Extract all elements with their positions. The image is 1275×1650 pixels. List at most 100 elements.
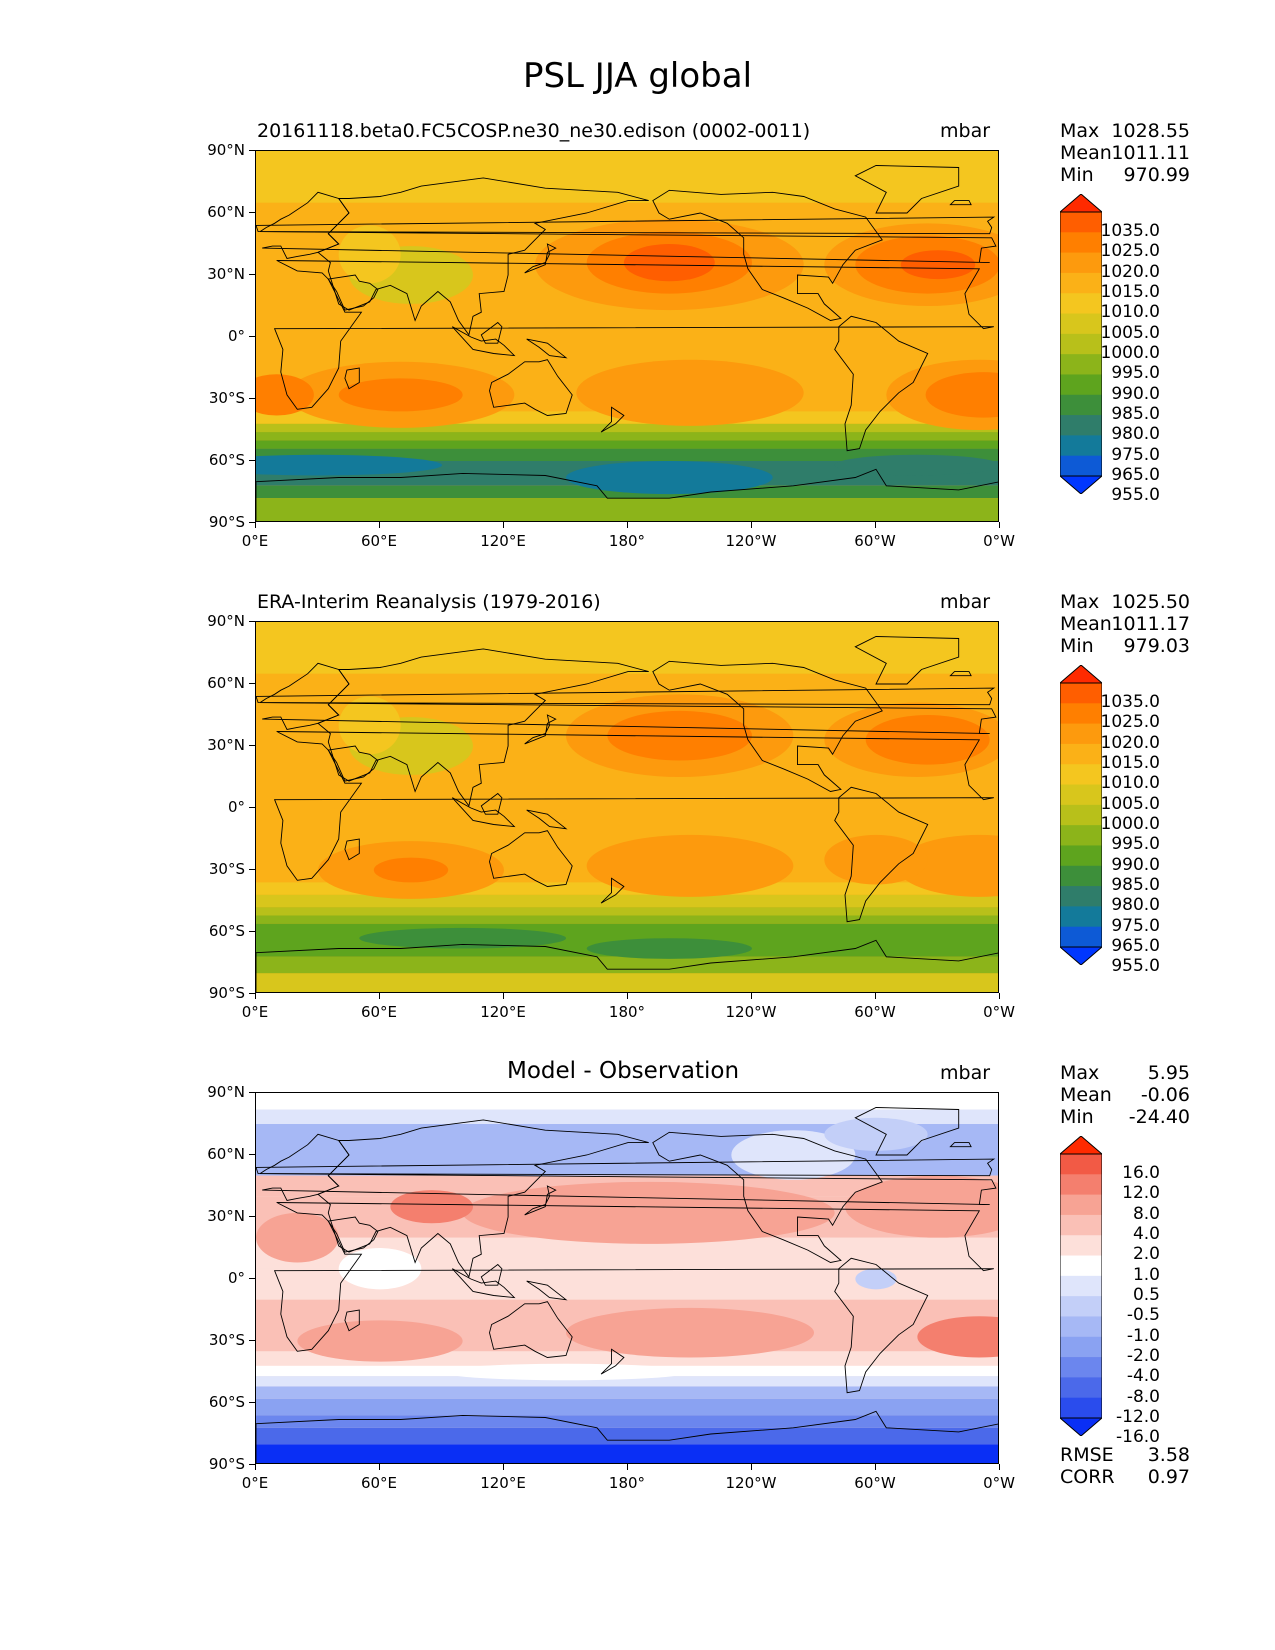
colorbar-segment [1060, 743, 1102, 765]
colorbar-segment [1060, 293, 1102, 315]
colorbar-label: 975.0 [1111, 915, 1160, 936]
colorbar-extend-top [1060, 194, 1102, 213]
coast-arabia [327, 274, 379, 311]
coast-new-zealand [600, 877, 625, 904]
y-tick-label: 60°S [208, 451, 245, 469]
colorbar-label: 955.0 [1111, 956, 1160, 977]
stat-mean-label: Mean [1060, 142, 1112, 164]
stat-max-label: Max [1060, 120, 1100, 142]
stat-mean: 1011.17 [1111, 613, 1190, 635]
y-tick-mark [249, 869, 255, 871]
colorbar [1060, 665, 1102, 965]
y-tick-label: 60°N [207, 674, 245, 692]
coast-uk [256, 687, 996, 706]
map-plot[interactable] [255, 150, 999, 522]
y-tick-mark [249, 1216, 255, 1218]
colorbar-label: 955.0 [1111, 485, 1160, 506]
rmse-label: RMSE [1060, 1444, 1114, 1466]
y-tick-mark [249, 993, 255, 995]
colorbar-segment [1060, 1357, 1102, 1378]
y-tick-label: 60°N [207, 203, 245, 221]
colorbar-segment [1060, 374, 1102, 396]
y-tick-mark [249, 398, 255, 400]
colorbar-segment [1060, 1255, 1102, 1277]
stat-min-label: Min [1060, 1106, 1094, 1128]
y-tick-mark [249, 460, 255, 462]
colorbar-label: 1000.0 [1100, 343, 1160, 363]
x-tick-mark [627, 1464, 629, 1470]
units-label: mbar [940, 591, 991, 613]
colorbar-label: 975.0 [1111, 444, 1160, 465]
y-tick-mark [249, 931, 255, 933]
y-tick-mark [249, 1340, 255, 1342]
units-label: mbar [940, 120, 991, 142]
x-tick-mark [503, 993, 505, 999]
x-tick-mark [503, 1464, 505, 1470]
stat-min-label: Min [1060, 635, 1094, 657]
colorbar-label: 1005.0 [1100, 793, 1160, 814]
colorbar-segment [1060, 906, 1102, 928]
colorbar-segment [1060, 865, 1102, 887]
colorbar-label: 1.0 [1132, 1264, 1160, 1285]
y-tick-mark [249, 745, 255, 747]
coast-greenland [854, 165, 960, 214]
y-tick-label: 60°S [208, 1393, 245, 1411]
x-tick-mark [875, 1464, 877, 1470]
colorbar-label: 1025.0 [1100, 712, 1160, 733]
colorbar-label: 990.0 [1111, 383, 1160, 404]
coast-iceland [949, 1142, 972, 1148]
coast-new-zealand [600, 406, 625, 433]
colorbar-label: 4.0 [1132, 1224, 1160, 1245]
x-tick-label: 60°W [854, 1003, 896, 1021]
colorbar-segment [1060, 886, 1102, 907]
map-canvas [256, 1093, 998, 1463]
coast-new-guinea [526, 809, 568, 830]
x-tick-mark [627, 993, 629, 999]
coast-asia [317, 1119, 649, 1278]
x-tick-label: 180° [608, 532, 646, 550]
colorbar-label: 1035.0 [1100, 692, 1160, 713]
colorbar-segment [1060, 252, 1102, 274]
x-tick-mark [379, 522, 381, 528]
map-plot[interactable] [255, 621, 999, 993]
colorbar-segment [1060, 313, 1102, 335]
panel-test: 20161118.beta0.FC5COSP.ne30_ne30.edison … [0, 120, 1275, 590]
x-tick-label: 0°E [241, 1003, 269, 1021]
stat-mean-label: Mean [1060, 613, 1112, 635]
coast-asia [317, 177, 649, 336]
stat-mean-label: Mean [1060, 1084, 1112, 1106]
y-tick-mark [249, 1092, 255, 1094]
coastlines [256, 165, 998, 521]
y-tick-label: 30°S [208, 1331, 245, 1349]
y-tick-mark [249, 212, 255, 214]
coast-iceland [949, 200, 972, 206]
x-tick-mark [999, 993, 1001, 999]
coast-arabia [327, 745, 379, 782]
y-tick-label: 30°S [208, 389, 245, 407]
coast-uk [256, 216, 996, 235]
colorbar-segment [1060, 232, 1102, 254]
coast-south-america [834, 1257, 929, 1394]
colorbar-segment [1060, 825, 1102, 846]
map-plot[interactable] [255, 1092, 999, 1464]
x-tick-label: 120°E [480, 532, 526, 550]
coast-new-guinea [526, 338, 568, 359]
y-tick-mark [249, 522, 255, 524]
colorbar-frame [1060, 211, 1102, 477]
x-tick-label: 60°W [854, 532, 896, 550]
x-tick-mark [751, 1464, 753, 1470]
coast-iceland [949, 671, 972, 677]
x-tick-label: 0°E [241, 532, 269, 550]
colorbar-label: 995.0 [1111, 834, 1160, 855]
colorbar-label: 1020.0 [1100, 732, 1160, 753]
colorbar-label: 1020.0 [1100, 261, 1160, 282]
x-tick-label: 60°E [360, 1003, 398, 1021]
x-tick-mark [379, 993, 381, 999]
x-tick-mark [255, 1464, 257, 1470]
x-tick-label: 120°E [480, 1003, 526, 1021]
colorbar-label: 965.0 [1111, 464, 1160, 485]
y-tick-label: 0° [227, 1269, 245, 1287]
y-tick-label: 30°N [207, 736, 245, 754]
colorbar-segment [1060, 1316, 1102, 1338]
colorbar-segment [1060, 1397, 1102, 1419]
